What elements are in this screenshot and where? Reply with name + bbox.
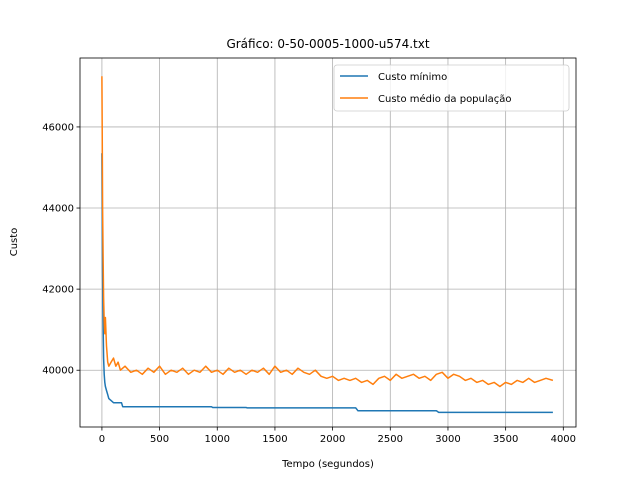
x-axis-label: Tempo (segundos) [281, 459, 374, 470]
y-tick-label: 46000 [42, 122, 74, 133]
legend-box [333, 64, 570, 112]
legend-label-custo-medio: Custo médio da população [378, 93, 512, 105]
grid-layer [80, 58, 576, 427]
tick-layer: 0 500 1000 1500 2000 2500 3000 3500 4000 40000 420… [42, 122, 576, 445]
x-tick-label: 500 [150, 434, 169, 445]
x-tick-label: 2000 [320, 434, 345, 445]
series-layer [101, 76, 554, 414]
x-tick-label: 4000 [551, 434, 576, 445]
series-custo-minimo [101, 153, 553, 414]
plot-frame [79, 57, 577, 428]
x-tick-label: 3500 [493, 434, 518, 445]
y-axis-label: Custo [9, 228, 20, 257]
x-tick-label: 3000 [435, 434, 460, 445]
x-tick-label: 2500 [378, 434, 403, 445]
x-tick-label: 1000 [205, 434, 230, 445]
series-custo-medio [101, 76, 554, 388]
y-tick-label: 40000 [42, 366, 74, 377]
legend-label-custo-minimo: Custo mínimo [378, 71, 447, 83]
y-tick-label: 44000 [42, 204, 74, 215]
y-tick-label: 42000 [42, 285, 74, 296]
chart-title: Gráfico: 0-50-0005-1000-u574.txt [226, 37, 429, 51]
legend: Custo mínimo Custo médio da população [333, 64, 570, 112]
x-tick-label: 1500 [262, 434, 287, 445]
x-tick-label: 0 [99, 434, 105, 445]
